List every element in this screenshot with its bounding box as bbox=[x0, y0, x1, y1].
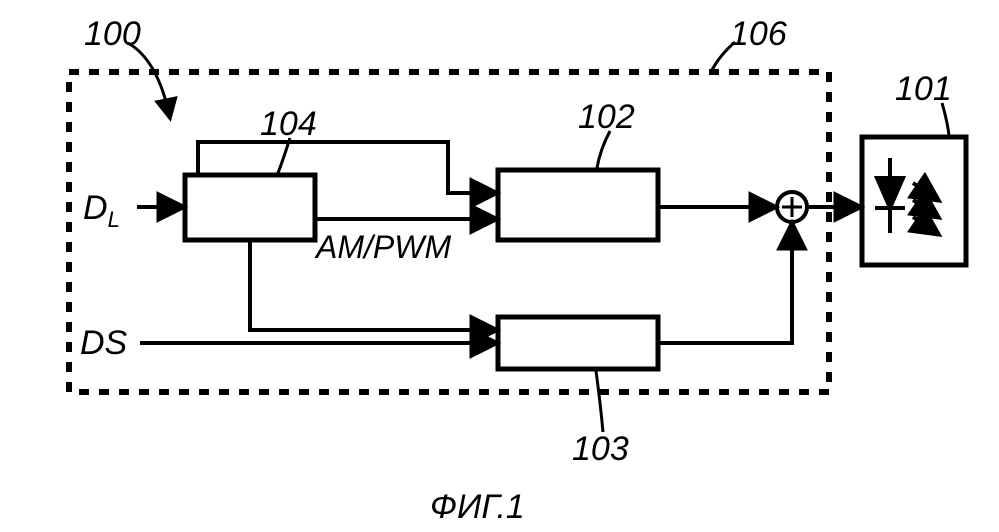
arrow-103-to-sum bbox=[658, 224, 792, 343]
block-103 bbox=[498, 317, 658, 369]
leader-103 bbox=[596, 371, 603, 432]
label-102: 102 bbox=[578, 98, 635, 136]
leader-102 bbox=[597, 131, 610, 168]
sum-node bbox=[777, 192, 807, 222]
label-dl: DL bbox=[83, 189, 120, 232]
label-106: 106 bbox=[730, 15, 787, 53]
label-101: 101 bbox=[895, 70, 952, 108]
leader-100 bbox=[128, 43, 170, 118]
label-100: 100 bbox=[84, 15, 141, 53]
block-104 bbox=[185, 175, 315, 240]
label-ds: DS bbox=[80, 324, 128, 362]
label-104: 104 bbox=[260, 105, 317, 143]
label-103: 103 bbox=[572, 430, 629, 468]
label-ampwm: AM/PWM bbox=[314, 229, 451, 265]
figure-caption: ФИГ.1 bbox=[430, 488, 525, 526]
block-102 bbox=[498, 170, 658, 240]
